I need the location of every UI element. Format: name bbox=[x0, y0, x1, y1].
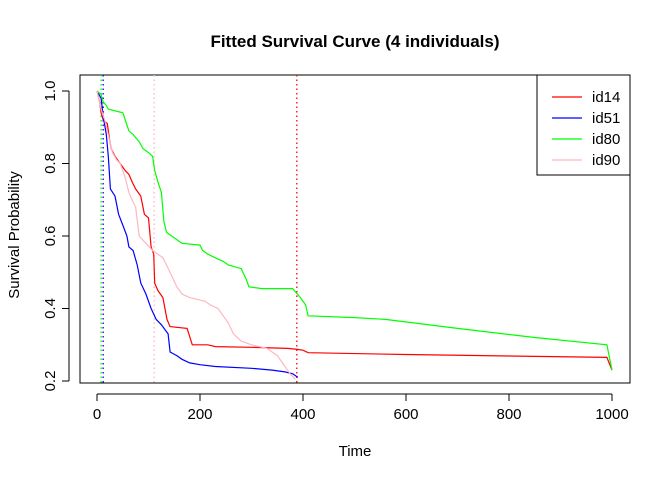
series-line-id90 bbox=[96, 90, 296, 380]
y-axis-label: Survival Probability bbox=[6, 171, 23, 299]
y-tick-label: 0.6 bbox=[42, 226, 59, 247]
legend-box bbox=[536, 74, 631, 176]
legend-label-id14: id14 bbox=[592, 89, 620, 106]
plot-frame bbox=[79, 74, 631, 384]
y-tick-label: 0.4 bbox=[42, 298, 59, 319]
y-tick-label: 0.2 bbox=[42, 371, 59, 392]
x-tick-label: 200 bbox=[187, 406, 212, 423]
legend-label-id51: id51 bbox=[592, 110, 620, 127]
series-line-id14 bbox=[96, 90, 613, 371]
x-tick-label: 600 bbox=[393, 406, 418, 423]
x-axis-label: Time bbox=[339, 443, 372, 460]
x-tick-label: 800 bbox=[496, 406, 521, 423]
y-tick-label: 1.0 bbox=[42, 81, 59, 102]
y-axis: 0.2 0.4 0.6 0.8 1.0 bbox=[42, 81, 70, 392]
series-line-id51 bbox=[96, 90, 299, 378]
x-axis: 0 200 400 600 800 1000 bbox=[93, 393, 629, 423]
legend-label-id80: id80 bbox=[592, 131, 620, 148]
series-group bbox=[96, 75, 613, 383]
x-tick-label: 0 bbox=[93, 406, 101, 423]
chart-title: Fitted Survival Curve (4 individuals) bbox=[210, 32, 499, 51]
y-tick-label: 0.8 bbox=[42, 153, 59, 174]
series-line-id80 bbox=[96, 90, 613, 371]
plot-area bbox=[79, 74, 631, 384]
x-tick-label: 1000 bbox=[595, 406, 628, 423]
legend: id14 id51 id80 id90 bbox=[536, 74, 631, 176]
legend-label-id90: id90 bbox=[592, 152, 620, 169]
x-tick-label: 400 bbox=[290, 406, 315, 423]
